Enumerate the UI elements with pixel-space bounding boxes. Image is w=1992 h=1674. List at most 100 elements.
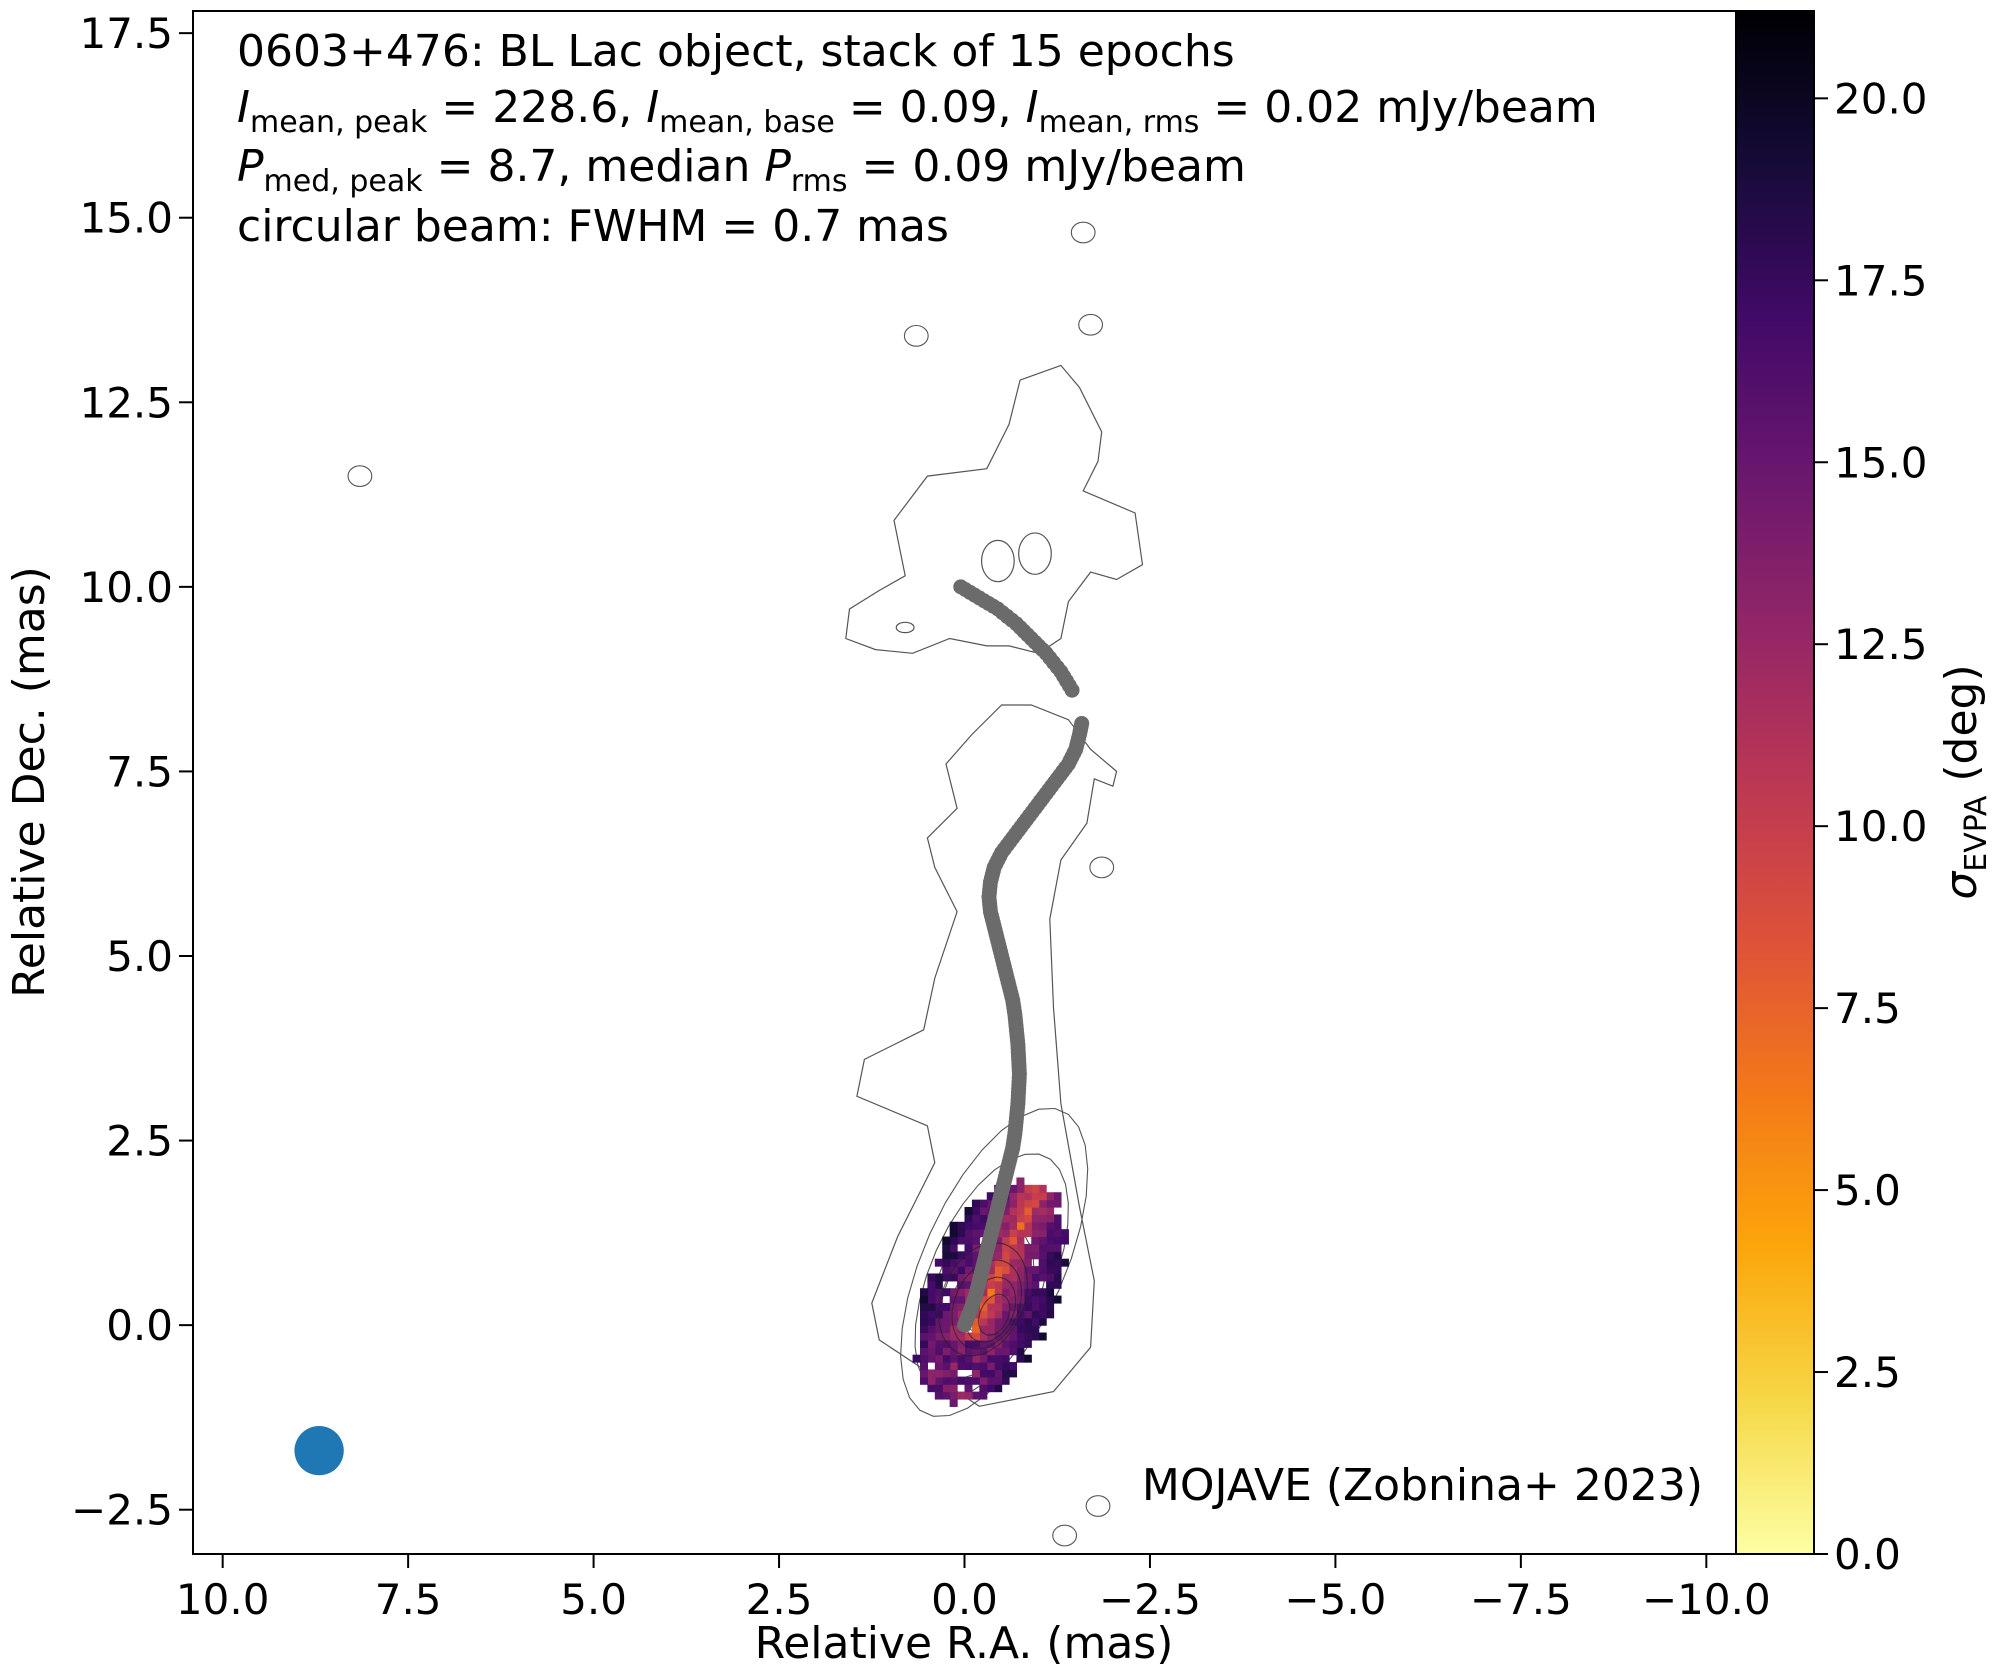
y-tick-label: 2.5	[106, 1117, 173, 1166]
evpa-pixel	[1009, 1258, 1018, 1267]
title-line-3: Pmed, peak = 8.7, median Prms = 0.09 mJy…	[237, 141, 1246, 199]
evpa-pixel	[1031, 1236, 1040, 1245]
evpa-pixel	[1023, 1302, 1032, 1311]
evpa-pixel	[957, 1258, 966, 1267]
evpa-pixel	[942, 1376, 951, 1385]
evpa-pixel	[1016, 1192, 1025, 1201]
evpa-pixel	[964, 1354, 973, 1363]
evpa-pixel	[1023, 1317, 1032, 1326]
evpa-pixel	[942, 1339, 951, 1348]
evpa-pixel	[979, 1362, 988, 1371]
evpa-pixel	[971, 1258, 980, 1267]
evpa-pixel	[964, 1376, 973, 1385]
evpa-pixel	[1038, 1184, 1047, 1193]
evpa-pixel	[979, 1310, 988, 1319]
x-tick-label: 0.0	[931, 1575, 998, 1624]
jet-ridgeline	[953, 579, 1090, 1333]
evpa-pixel	[927, 1354, 936, 1363]
evpa-pixel	[1046, 1310, 1055, 1319]
evpa-pixel	[1009, 1302, 1018, 1311]
evpa-pixel	[1001, 1310, 1010, 1319]
evpa-pixel	[1001, 1266, 1010, 1275]
evpa-pixel	[1023, 1325, 1032, 1334]
evpa-pixel	[979, 1369, 988, 1378]
evpa-pixel	[1009, 1192, 1018, 1201]
ridgeline-point	[953, 579, 969, 595]
evpa-pixel	[1031, 1243, 1040, 1252]
colorbar-tick-label: 2.5	[1834, 1348, 1901, 1397]
evpa-pixel	[927, 1280, 936, 1289]
evpa-pixel	[1016, 1221, 1025, 1230]
evpa-pixel	[994, 1236, 1003, 1245]
evpa-pixel	[919, 1354, 929, 1363]
evpa-pixel	[957, 1391, 966, 1400]
evpa-pixel	[964, 1391, 973, 1400]
evpa-pixel	[1009, 1221, 1018, 1230]
evpa-pixel	[986, 1376, 995, 1385]
evpa-pixel	[934, 1376, 943, 1385]
evpa-pixel	[964, 1347, 973, 1356]
evpa-pixel	[971, 1339, 980, 1348]
evpa-pixel	[1060, 1236, 1069, 1245]
x-axis-ticks: 10.0 7.5 5.0 2.5 0.0 −2.5 −5.0 −7.5 −10.0	[176, 1554, 1771, 1624]
evpa-pixel	[971, 1317, 980, 1326]
evpa-pixel	[934, 1295, 943, 1304]
evpa-pixel	[1031, 1266, 1040, 1275]
evpa-pixel	[919, 1339, 929, 1348]
x-tick-label: −7.5	[1470, 1575, 1572, 1624]
evpa-pixel	[1001, 1339, 1010, 1348]
evpa-pixel	[934, 1258, 943, 1267]
evpa-pixel	[949, 1302, 958, 1311]
evpa-pixel	[971, 1251, 980, 1260]
evpa-pixel	[979, 1214, 988, 1223]
evpa-pixel	[1053, 1199, 1062, 1208]
colorbar-tick-label: 15.0	[1834, 438, 1928, 487]
evpa-pixel	[934, 1391, 943, 1400]
title-line-1: 0603+476: BL Lac object, stack of 15 epo…	[237, 26, 1235, 77]
evpa-pixel	[1001, 1258, 1010, 1267]
contour-hole	[1018, 532, 1052, 575]
evpa-pixel	[942, 1325, 951, 1334]
evpa-pixel	[964, 1207, 973, 1215]
evpa-pixel	[971, 1221, 980, 1230]
evpa-pixel	[1038, 1266, 1047, 1275]
evpa-pixel	[986, 1199, 995, 1208]
evpa-pixel	[979, 1339, 988, 1348]
evpa-pixel	[1016, 1317, 1025, 1326]
evpa-pixel	[934, 1339, 943, 1348]
evpa-pixel	[1016, 1339, 1025, 1348]
evpa-pixel	[1009, 1295, 1018, 1304]
y-tick-label: 0.0	[106, 1301, 173, 1350]
evpa-pixel	[1001, 1302, 1010, 1311]
evpa-pixel	[1009, 1207, 1018, 1215]
evpa-pixel	[1038, 1310, 1047, 1319]
evpa-pixel	[1023, 1332, 1032, 1341]
evpa-pixel	[971, 1376, 980, 1385]
evpa-pixel	[979, 1295, 988, 1304]
y-tick-label: 10.0	[79, 563, 173, 612]
evpa-pixel	[1016, 1229, 1025, 1238]
evpa-pixel	[1031, 1214, 1040, 1223]
inner-contour	[951, 1259, 1023, 1350]
evpa-pixel	[927, 1310, 936, 1319]
evpa-pixel	[1046, 1214, 1055, 1223]
evpa-pixel	[986, 1369, 995, 1378]
evpa-pixel	[964, 1339, 973, 1348]
colorbar-tick-label: 0.0	[1834, 1530, 1901, 1579]
evpa-pixel	[1053, 1229, 1062, 1238]
evpa-pixel	[1016, 1207, 1025, 1215]
evpa-pixel	[949, 1332, 958, 1341]
evpa-pixel	[919, 1376, 929, 1385]
evpa-pixel	[994, 1288, 1003, 1297]
evpa-pixel	[927, 1384, 936, 1393]
evpa-pixel	[942, 1266, 951, 1275]
evpa-pixel	[957, 1339, 966, 1348]
evpa-pixel	[1038, 1236, 1047, 1245]
evpa-pixel	[949, 1317, 958, 1326]
evpa-pixel	[1016, 1251, 1025, 1260]
evpa-pixel	[1046, 1302, 1055, 1311]
evpa-pixel	[1023, 1295, 1032, 1304]
evpa-pixel	[957, 1376, 966, 1385]
evpa-pixel	[1009, 1288, 1018, 1297]
